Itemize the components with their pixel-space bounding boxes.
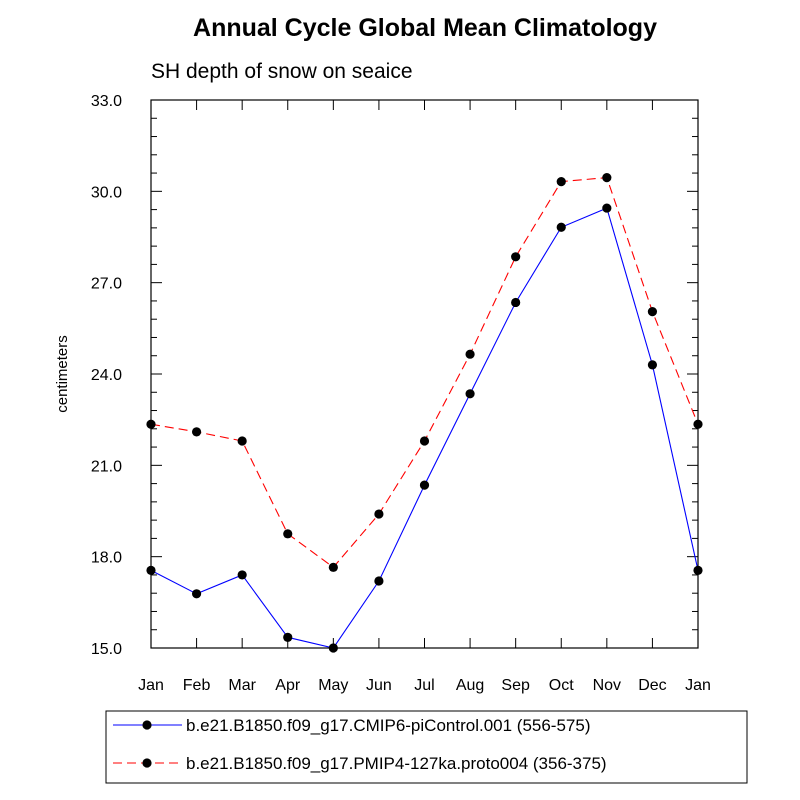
legend-label-0: b.e21.B1850.f09_g17.CMIP6-piControl.001 … <box>186 716 591 735</box>
series-line-1 <box>150 177 699 569</box>
y-tick-label: 24.0 <box>91 367 122 384</box>
x-tick-label: Sep <box>501 677 530 694</box>
series-0-point <box>374 576 384 586</box>
series-1-point <box>374 509 384 519</box>
series-1-point <box>191 427 202 437</box>
legend-marker-0 <box>142 720 152 730</box>
x-tick-label: May <box>318 677 348 694</box>
series-1-point <box>556 176 566 187</box>
series-1-point <box>511 252 521 262</box>
series-1-point <box>328 562 338 572</box>
series-0-point <box>283 632 293 642</box>
x-tick-label: Jan <box>685 677 711 694</box>
x-tick-label: Apr <box>275 677 301 694</box>
x-tick-label: Feb <box>183 677 211 694</box>
legend-items: b.e21.B1850.f09_g17.CMIP6-piControl.001 … <box>113 716 607 773</box>
series-0-point <box>602 203 612 213</box>
series-1-point <box>602 173 612 183</box>
series-1-point <box>419 436 430 446</box>
series-1-point <box>647 306 658 317</box>
plot-area-frame <box>150 99 699 649</box>
series-1-point <box>237 436 247 446</box>
x-tick-label: Jul <box>414 677 434 694</box>
series-layer <box>146 173 703 653</box>
x-tick-label: Jan <box>138 677 164 694</box>
series-0-point <box>191 589 202 599</box>
y-tick-label: 33.0 <box>91 93 122 110</box>
series-0-point <box>237 570 247 580</box>
series-0-point <box>511 297 521 308</box>
y-tick-label: 15.0 <box>91 641 122 658</box>
y-axis-label: centimeters <box>54 335 71 413</box>
chart-title: Annual Cycle Global Mean Climatology <box>193 14 657 42</box>
axis-ticks <box>150 99 699 649</box>
series-0-point <box>419 480 430 490</box>
y-tick-label: 30.0 <box>91 184 122 201</box>
series-0-point <box>647 360 658 370</box>
series-0-point <box>556 222 566 232</box>
x-tick-label: Mar <box>228 677 256 694</box>
series-1-point <box>465 349 475 359</box>
legend-marker-1 <box>142 758 152 768</box>
x-tick-label: Dec <box>638 677 666 694</box>
series-1-point <box>283 529 293 539</box>
x-tick-label: Aug <box>456 677 484 694</box>
series-0-point <box>465 389 475 399</box>
y-tick-label: 18.0 <box>91 550 122 567</box>
x-tick-label: Jun <box>366 677 392 694</box>
legend-label-1: b.e21.B1850.f09_g17.PMIP4-127ka.proto004… <box>186 754 607 773</box>
y-tick-label: 21.0 <box>91 458 122 475</box>
tick-labels: Jan Feb Mar Apr May Jun Jul Aug Sep Oct Nov Dec Jan 1… <box>91 93 711 694</box>
x-tick-label: Nov <box>593 677 621 694</box>
legend-box <box>105 710 748 784</box>
x-tick-label: Oct <box>549 677 574 694</box>
legend: b.e21.B1850.f09_g17.CMIP6-piControl.001 … <box>105 710 748 784</box>
chart-subtitle: SH depth of snow on seaice <box>151 60 413 83</box>
y-tick-label: 27.0 <box>91 276 122 293</box>
series-line-0 <box>150 207 699 649</box>
